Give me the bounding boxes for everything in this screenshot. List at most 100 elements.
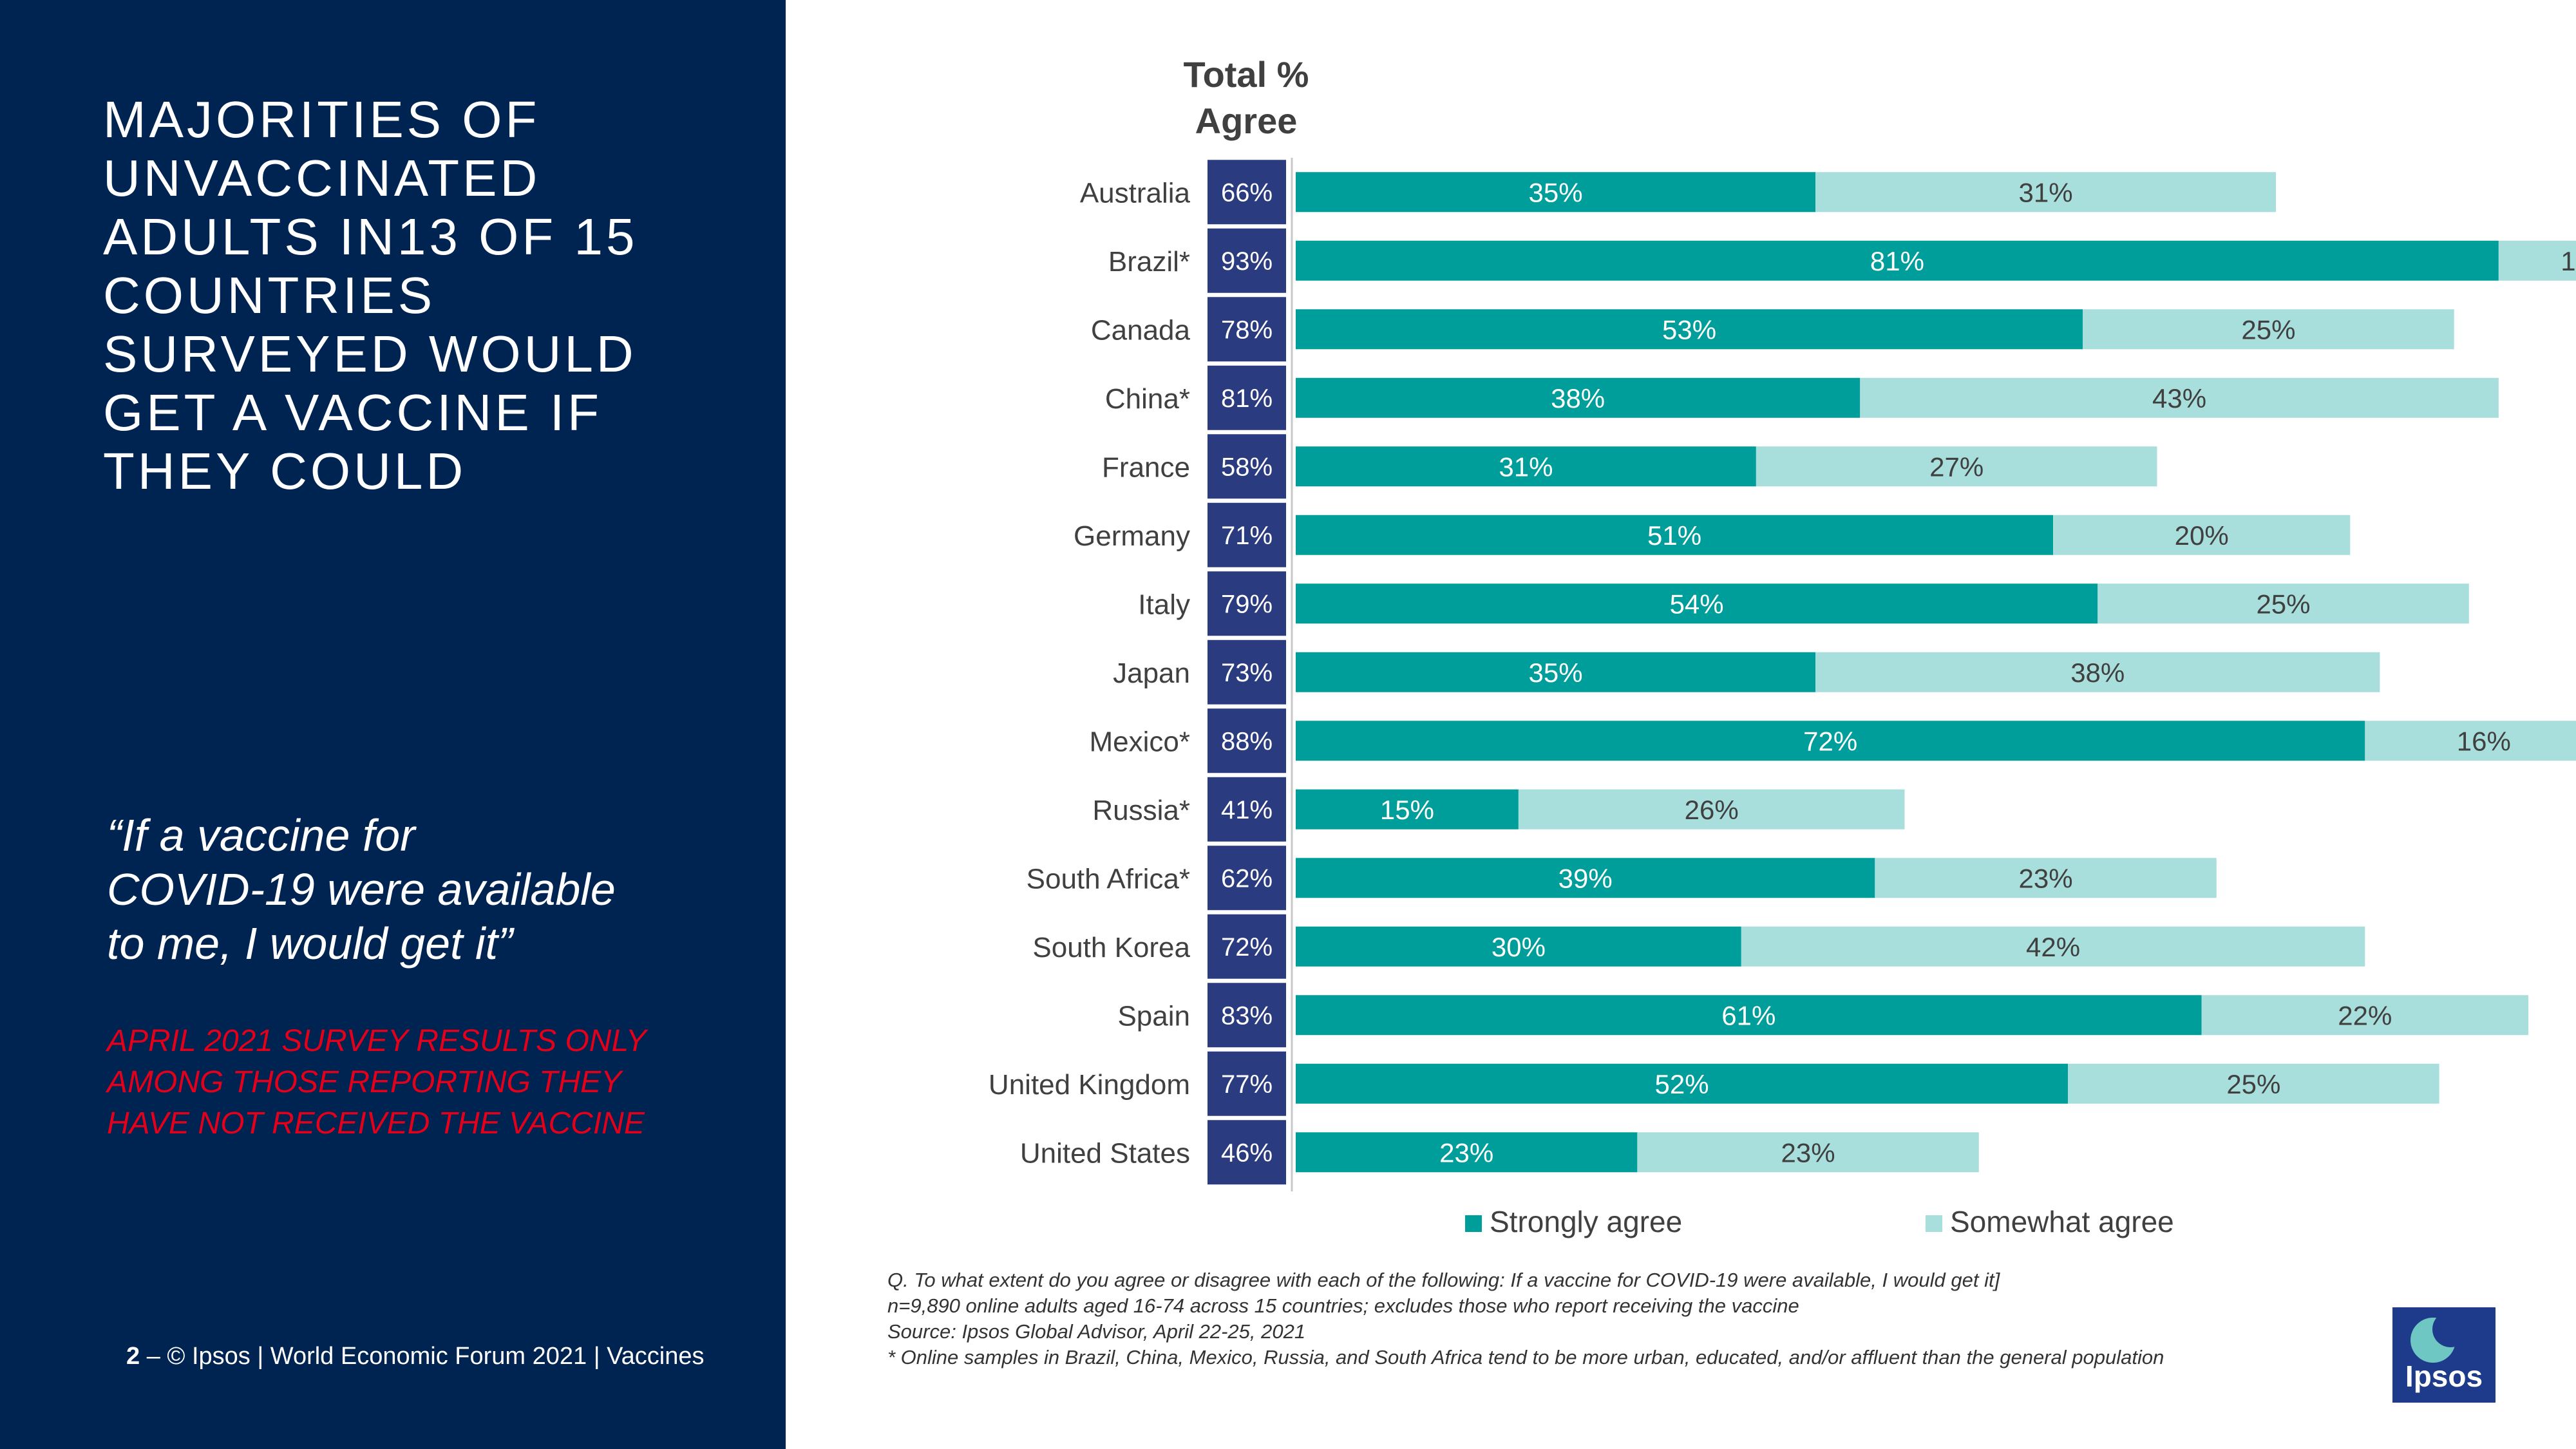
category-label: South Korea bbox=[1032, 932, 1190, 963]
category-label: China* bbox=[1105, 383, 1190, 415]
bar-strongly-agree bbox=[1296, 446, 1756, 487]
total-label: 46% bbox=[1221, 1139, 1273, 1167]
bar-value-label: 54% bbox=[1670, 589, 1724, 619]
logo-mark-cutout bbox=[2432, 1311, 2468, 1347]
bar-somewhat-agree bbox=[1518, 789, 1905, 829]
total-box bbox=[1208, 228, 1286, 293]
total-box bbox=[1208, 708, 1286, 773]
bar-somewhat-agree bbox=[2068, 1063, 2439, 1104]
bar-somewhat-agree bbox=[1815, 172, 2276, 213]
bar-value-label: 35% bbox=[1529, 658, 1583, 688]
category-label: Brazil* bbox=[1108, 246, 1190, 278]
footnote-source: Source: Ipsos Global Advisor, April 22-2… bbox=[887, 1320, 1306, 1343]
slide-footer: 2 – © Ipsos | World Economic Forum 2021 … bbox=[126, 1343, 705, 1370]
total-box bbox=[1208, 365, 1286, 430]
bar-value-label: 81% bbox=[1870, 246, 1924, 276]
survey-scope-note: APRIL 2021 SURVEY RESULTS ONLY AMONG THO… bbox=[107, 1024, 647, 1141]
total-box bbox=[1208, 914, 1286, 979]
total-label: 72% bbox=[1221, 933, 1273, 961]
bar-value-label: 52% bbox=[1655, 1069, 1709, 1099]
total-label: 79% bbox=[1221, 590, 1273, 618]
bar-value-label: 26% bbox=[1685, 795, 1739, 825]
total-header-line: Total % bbox=[1184, 54, 1309, 95]
bar-value-label: 53% bbox=[1662, 314, 1716, 345]
bar-strongly-agree bbox=[1296, 240, 2499, 281]
ipsos-logo: Ipsos bbox=[2392, 1307, 2496, 1403]
bar-value-label: 25% bbox=[2241, 314, 2295, 345]
bar-somewhat-agree bbox=[1741, 926, 2365, 967]
bar-somewhat-agree bbox=[2053, 515, 2351, 555]
total-box bbox=[1208, 846, 1286, 911]
bar-somewhat-agree bbox=[2098, 583, 2469, 624]
bar-value-label: 25% bbox=[2226, 1069, 2280, 1099]
total-header-line: Agree bbox=[1195, 100, 1298, 141]
total-label: 88% bbox=[1221, 727, 1273, 755]
bar-value-label: 51% bbox=[1647, 520, 1701, 551]
category-label: United States bbox=[1020, 1137, 1190, 1169]
bar-somewhat-agree bbox=[1756, 446, 2157, 487]
legend-swatch bbox=[1926, 1215, 1942, 1232]
survey-question-quote: “If a vaccine for COVID-19 were availabl… bbox=[107, 810, 616, 969]
bar-value-label: 23% bbox=[1439, 1137, 1493, 1168]
bar-strongly-agree bbox=[1296, 789, 1519, 829]
bar-value-label: 35% bbox=[1529, 177, 1583, 207]
footer-text: – © Ipsos | World Economic Forum 2021 | … bbox=[140, 1343, 705, 1370]
total-label: 93% bbox=[1221, 247, 1273, 276]
category-label: France bbox=[1102, 451, 1190, 483]
bar-somewhat-agree bbox=[1637, 1132, 1979, 1173]
bar-somewhat-agree bbox=[1860, 377, 2499, 418]
bar-strongly-agree bbox=[1296, 172, 1816, 213]
bar-value-label: 38% bbox=[1551, 383, 1605, 413]
total-label: 78% bbox=[1221, 316, 1273, 344]
category-label: Japan bbox=[1113, 658, 1190, 689]
legend-swatch bbox=[1465, 1215, 1482, 1232]
bar-strongly-agree bbox=[1296, 858, 1875, 898]
total-label: 41% bbox=[1221, 796, 1273, 824]
bar-value-label: 39% bbox=[1558, 863, 1613, 893]
legend-label: Strongly agree bbox=[1490, 1205, 1682, 1238]
bar-strongly-agree bbox=[1296, 1063, 2069, 1104]
footnote-online-samples: * Online samples in Brazil, China, Mexic… bbox=[887, 1346, 2164, 1368]
bar-somewhat-agree bbox=[1815, 652, 2380, 692]
bar-value-label: 12% bbox=[2561, 246, 2576, 276]
category-label: Australia bbox=[1080, 177, 1191, 209]
bar-somewhat-agree bbox=[1875, 858, 2217, 898]
bar-strongly-agree bbox=[1296, 1132, 1638, 1173]
footnote-sample: n=9,890 online adults aged 16-74 across … bbox=[887, 1294, 1799, 1317]
category-label: Mexico* bbox=[1090, 726, 1191, 757]
slide-headline: MAJORITIES OF UNVACCINATED ADULTS IN13 O… bbox=[103, 91, 638, 500]
bar-somewhat-agree bbox=[2498, 240, 2576, 281]
bar-somewhat-agree bbox=[2201, 995, 2528, 1036]
total-box bbox=[1208, 571, 1286, 636]
page-number: 2 bbox=[126, 1343, 140, 1370]
category-label: United Kingdom bbox=[989, 1069, 1190, 1101]
bar-somewhat-agree bbox=[2083, 309, 2454, 350]
bar-value-label: 25% bbox=[2256, 589, 2310, 619]
bar-value-label: 72% bbox=[1803, 726, 1857, 756]
total-agree-header: Total % Agree bbox=[1184, 54, 1309, 141]
total-box bbox=[1208, 1051, 1286, 1116]
bar-segments: 35% 31% 81% 12% 53% 25% 38% 43% 31% 27% 51% 20% 54% 2… bbox=[1296, 172, 2576, 1173]
total-label: 71% bbox=[1221, 522, 1273, 550]
bar-value-label: 20% bbox=[2175, 520, 2229, 551]
category-label: Canada bbox=[1091, 314, 1191, 346]
bar-value-label: 27% bbox=[1929, 451, 1984, 482]
bar-strongly-agree bbox=[1296, 377, 1861, 418]
left-panel: MAJORITIES OF UNVACCINATED ADULTS IN13 O… bbox=[0, 0, 786, 1449]
logo-wordmark: Ipsos bbox=[2405, 1359, 2483, 1393]
total-box bbox=[1208, 502, 1286, 567]
chart-legend: Strongly agree Somewhat agree bbox=[1465, 1205, 2174, 1238]
bar-value-label: 43% bbox=[2152, 383, 2206, 413]
bar-value-label: 61% bbox=[1721, 1000, 1776, 1030]
bar-strongly-agree bbox=[1296, 995, 2202, 1036]
bar-somewhat-agree bbox=[2365, 721, 2576, 761]
bar-value-label: 31% bbox=[1499, 451, 1553, 482]
bar-strongly-agree bbox=[1296, 515, 2054, 555]
total-box bbox=[1208, 297, 1286, 362]
bar-value-label: 30% bbox=[1492, 932, 1546, 962]
total-label: 73% bbox=[1221, 659, 1273, 687]
footnotes: Q. To what extent do you agree or disagr… bbox=[887, 1267, 2369, 1370]
category-label: Italy bbox=[1138, 589, 1190, 620]
bar-value-label: 23% bbox=[2018, 863, 2072, 893]
total-agree-column: 66% 93% 78% 81% 58% 71% 79% 73% 88% 41% 62% 72% 83% 7… bbox=[1208, 160, 1286, 1185]
